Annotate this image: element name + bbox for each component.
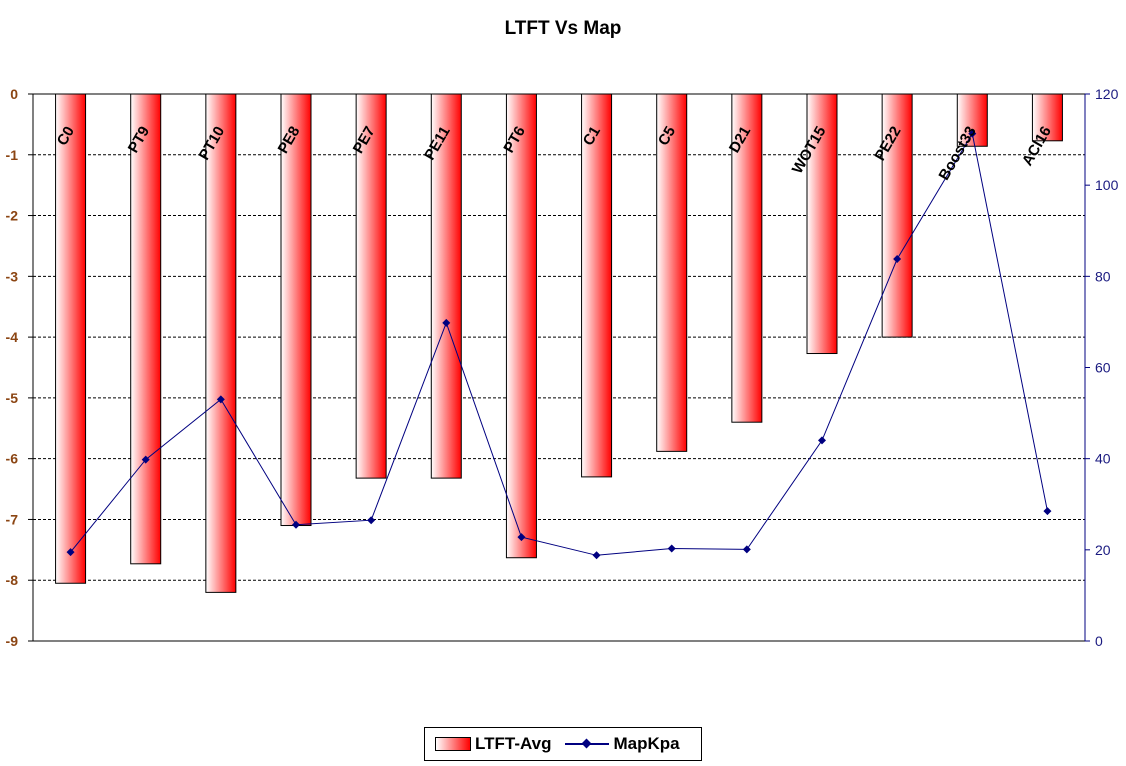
bar-pe8 xyxy=(280,93,312,527)
bar-c5 xyxy=(656,93,688,452)
mapkpa-point-wot15 xyxy=(818,436,826,445)
y-right-tick-label: 100 xyxy=(1095,177,1119,193)
y-left-tick-label: -3 xyxy=(6,268,19,284)
legend-bar-label: LTFT-Avg xyxy=(475,734,552,753)
mapkpa-point-c1 xyxy=(592,551,601,560)
y-right-tick-label: 120 xyxy=(1095,86,1119,102)
y-left-tick-label: -6 xyxy=(6,451,19,467)
y-left-tick-label: -2 xyxy=(6,208,19,224)
mapkpa-point-acl16 xyxy=(1043,507,1052,516)
bar-pe22 xyxy=(881,93,913,338)
mapkpa-point-boost33 xyxy=(968,129,977,138)
category-label: ACl16 xyxy=(1019,124,1055,169)
legend-item-bar: LTFT-Avg xyxy=(435,734,551,754)
bar-pt6 xyxy=(505,93,537,559)
chart-title: LTFT Vs Map xyxy=(504,18,622,39)
mapkpa-point-c5 xyxy=(667,544,676,553)
bar-c0 xyxy=(55,93,87,584)
mapkpa-point-pe8 xyxy=(292,520,300,529)
y-left-tick-label: -1 xyxy=(6,147,19,163)
mapkpa-point-pt10 xyxy=(216,395,225,404)
mapkpa-line xyxy=(70,132,1048,556)
mapkpa-point-d21 xyxy=(742,545,751,554)
y-right-tick-label: 0 xyxy=(1095,633,1103,649)
y-left-tick-label: -4 xyxy=(6,329,19,345)
bar-wot15 xyxy=(806,93,838,355)
legend: LTFT-Avg MapKpa xyxy=(424,727,702,761)
y-left-tick-label: 0 xyxy=(10,86,18,102)
y-left-tick-label: -9 xyxy=(6,633,19,649)
y-right-tick-label: 60 xyxy=(1095,360,1111,376)
bar-pe7 xyxy=(355,93,387,479)
mapkpa-point-pt9 xyxy=(141,455,150,464)
mapkpa-point-pe7 xyxy=(367,516,376,525)
legend-bar-swatch xyxy=(435,737,471,751)
y-right-tick-label: 40 xyxy=(1095,451,1111,467)
bar-pt9 xyxy=(130,93,162,565)
legend-item-line: MapKpa xyxy=(551,734,680,754)
axes: 0 -1 -2 -3 -4 -5 -6 -7 -8 -9 120 100 80 60 40 20 0 xyxy=(6,86,1119,649)
mapkpa-point-pe11 xyxy=(442,318,451,327)
bar-pt10 xyxy=(205,93,237,593)
y-right-tick-label: 80 xyxy=(1095,268,1111,284)
mapkpa-point-pt6 xyxy=(517,533,526,542)
mapkpa-point-c0 xyxy=(66,548,75,557)
line-series xyxy=(66,129,1052,560)
bar-pe11 xyxy=(430,93,462,479)
gridlines xyxy=(33,154,1085,581)
legend-line-label: MapKpa xyxy=(613,734,680,753)
mapkpa-point-pe22 xyxy=(893,255,902,264)
bar-c1 xyxy=(581,93,613,478)
bar-d21 xyxy=(731,93,763,423)
y-left-tick-label: -5 xyxy=(6,390,19,406)
bar-acl16 xyxy=(1031,93,1063,142)
y-right-tick-label: 20 xyxy=(1095,542,1111,558)
bar-series xyxy=(55,93,1063,593)
legend-line-swatch xyxy=(565,737,610,751)
y-left-tick-label: -8 xyxy=(6,572,19,588)
y-left-tick-label: -7 xyxy=(6,511,19,527)
